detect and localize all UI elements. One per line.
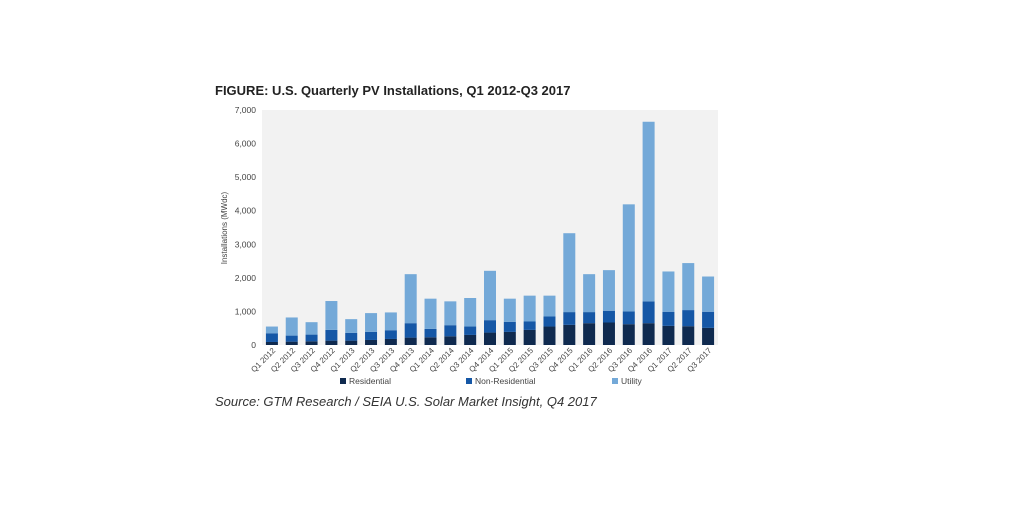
y-tick-label: 2,000	[235, 273, 257, 283]
y-tick-label: 7,000	[235, 105, 257, 115]
bar-utility	[384, 312, 397, 331]
bar-utility	[523, 295, 536, 322]
bar-utility	[424, 298, 437, 329]
bar-utility	[702, 276, 715, 312]
bar-utility	[265, 326, 278, 334]
bar-non-residential	[265, 333, 278, 342]
bar-utility	[325, 301, 338, 330]
bar-non-residential	[424, 328, 437, 338]
bar-utility	[642, 121, 655, 302]
bar-residential	[325, 340, 338, 345]
bar-non-residential	[325, 329, 338, 341]
bar-residential	[285, 341, 298, 345]
bar-non-residential	[384, 330, 397, 339]
bar-utility	[464, 298, 477, 327]
legend-label: Residential	[349, 376, 391, 386]
bar-non-residential	[602, 310, 615, 323]
bar-non-residential	[622, 311, 635, 325]
y-axis-label: Installations (MWdc)	[220, 191, 229, 264]
bar-utility	[682, 263, 695, 311]
bar-residential	[384, 338, 397, 345]
bar-non-residential	[484, 320, 496, 333]
y-tick-label: 3,000	[235, 239, 257, 249]
bar-utility	[662, 271, 675, 312]
bar-non-residential	[444, 325, 457, 337]
bar-utility	[602, 270, 615, 311]
bar-non-residential	[662, 311, 675, 326]
bar-residential	[662, 325, 675, 345]
bar-residential	[484, 332, 496, 345]
legend-swatch	[612, 378, 618, 384]
legend: Residential Non-Residential Utility	[340, 376, 643, 386]
bar-non-residential	[583, 312, 596, 324]
legend-label: Non-Residential	[475, 376, 536, 386]
bars-layer	[265, 121, 715, 345]
bar-residential	[702, 327, 715, 345]
bar-non-residential	[642, 301, 655, 324]
bar-residential	[523, 329, 536, 345]
bar-residential	[365, 339, 378, 345]
bar-residential	[404, 337, 417, 345]
bar-non-residential	[464, 326, 477, 335]
bar-non-residential	[543, 316, 556, 327]
legend-swatch	[340, 378, 346, 384]
bar-utility	[345, 319, 358, 333]
y-tick-label: 5,000	[235, 172, 257, 182]
bar-residential	[602, 322, 615, 345]
bar-utility	[543, 295, 556, 317]
bar-utility	[365, 313, 378, 332]
bar-non-residential	[682, 310, 695, 327]
bar-utility	[622, 204, 635, 312]
bar-non-residential	[563, 312, 576, 325]
bar-residential	[682, 326, 695, 345]
bar-non-residential	[305, 334, 318, 342]
bar-residential	[543, 326, 556, 345]
bar-residential	[642, 323, 655, 345]
bar-utility	[444, 301, 457, 326]
bar-residential	[265, 341, 278, 345]
bar-residential	[424, 337, 437, 345]
legend-swatch	[466, 378, 472, 384]
bar-non-residential	[345, 332, 358, 341]
bar-non-residential	[365, 331, 378, 340]
bar-residential	[583, 323, 596, 345]
bar-utility	[503, 298, 516, 322]
bar-residential	[563, 324, 576, 345]
bar-utility	[285, 317, 298, 336]
bar-non-residential	[523, 321, 536, 330]
y-tick-label: 6,000	[235, 139, 257, 149]
bar-utility	[305, 322, 318, 335]
bar-residential	[305, 341, 318, 345]
bar-non-residential	[503, 321, 516, 332]
source-note: Source: GTM Research / SEIA U.S. Solar M…	[215, 394, 597, 409]
chart-title: FIGURE: U.S. Quarterly PV Installations,…	[215, 83, 571, 98]
bar-non-residential	[702, 311, 715, 328]
bar-utility	[583, 274, 596, 313]
bar-residential	[444, 336, 457, 345]
bar-utility	[563, 233, 576, 313]
bar-utility	[404, 274, 417, 324]
y-tick-label: 1,000	[235, 306, 257, 316]
bar-residential	[345, 340, 358, 345]
bar-non-residential	[285, 335, 298, 342]
y-tick-label: 0	[251, 340, 256, 350]
bar-residential	[464, 334, 477, 345]
bar-utility	[484, 270, 496, 321]
legend-label: Utility	[621, 376, 643, 386]
bar-residential	[503, 331, 516, 345]
y-axis: 0 1,000 2,000 3,000 4,000 5,000 6,000 7,000	[235, 105, 257, 350]
bar-residential	[622, 324, 635, 345]
y-tick-label: 4,000	[235, 206, 257, 216]
bar-non-residential	[404, 323, 417, 338]
